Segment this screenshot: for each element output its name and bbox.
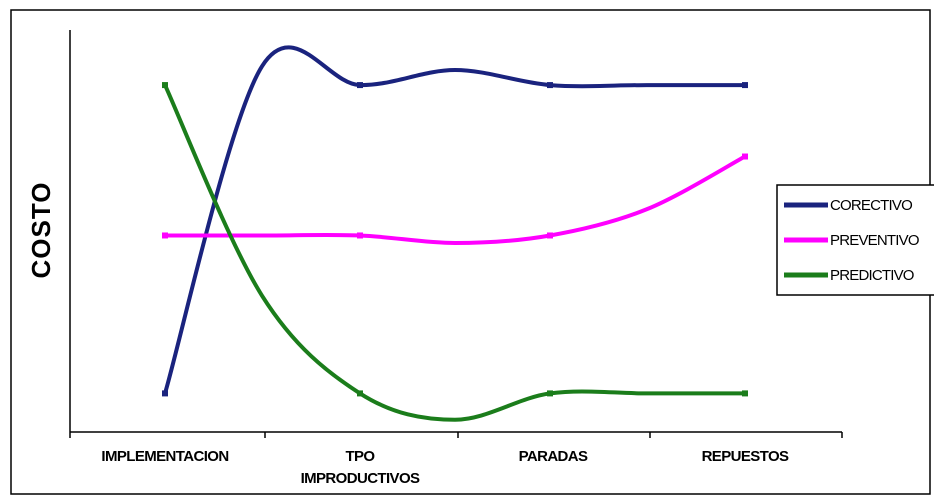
legend-label-predictivo: PREDICTIVO bbox=[830, 267, 914, 284]
data-point-preventivo-0 bbox=[162, 232, 168, 239]
data-point-corectivo-3 bbox=[742, 82, 748, 89]
series-line-predictivo bbox=[163, 84, 745, 422]
series-line-corectivo bbox=[163, 45, 745, 394]
data-point-predictivo-2 bbox=[547, 390, 553, 397]
category-label-1-1: IMPRODUCTIVOS bbox=[301, 470, 420, 487]
data-point-predictivo-1 bbox=[357, 390, 363, 397]
data-point-corectivo-1 bbox=[357, 82, 363, 89]
data-point-corectivo-0 bbox=[162, 390, 168, 397]
legend: CORECTIVO PREVENTIVO PREDICTIVO bbox=[776, 184, 934, 296]
data-point-corectivo-2 bbox=[547, 82, 553, 89]
y-axis-label: COSTO bbox=[26, 182, 56, 279]
series-layer bbox=[162, 45, 748, 422]
data-point-predictivo-3 bbox=[742, 390, 748, 397]
x-axis-ticks bbox=[69, 432, 843, 438]
data-point-predictivo-0 bbox=[162, 82, 168, 89]
legend-label-corectivo: CORECTIVO bbox=[830, 197, 912, 214]
category-label-2-0: PARADAS bbox=[519, 448, 588, 465]
category-label-0-0: IMPLEMENTACION bbox=[101, 448, 228, 465]
category-labels: IMPLEMENTACION TPO IMPRODUCTIVOS PARADAS REP… bbox=[101, 448, 789, 487]
legend-label-preventivo: PREVENTIVO bbox=[830, 232, 919, 249]
data-point-preventivo-3 bbox=[742, 153, 748, 160]
data-point-preventivo-2 bbox=[547, 232, 553, 239]
series-line-preventivo bbox=[165, 154, 746, 245]
data-point-preventivo-1 bbox=[357, 232, 363, 239]
category-label-3-0: REPUESTOS bbox=[702, 448, 789, 465]
category-label-1-0: TPO bbox=[345, 448, 375, 465]
